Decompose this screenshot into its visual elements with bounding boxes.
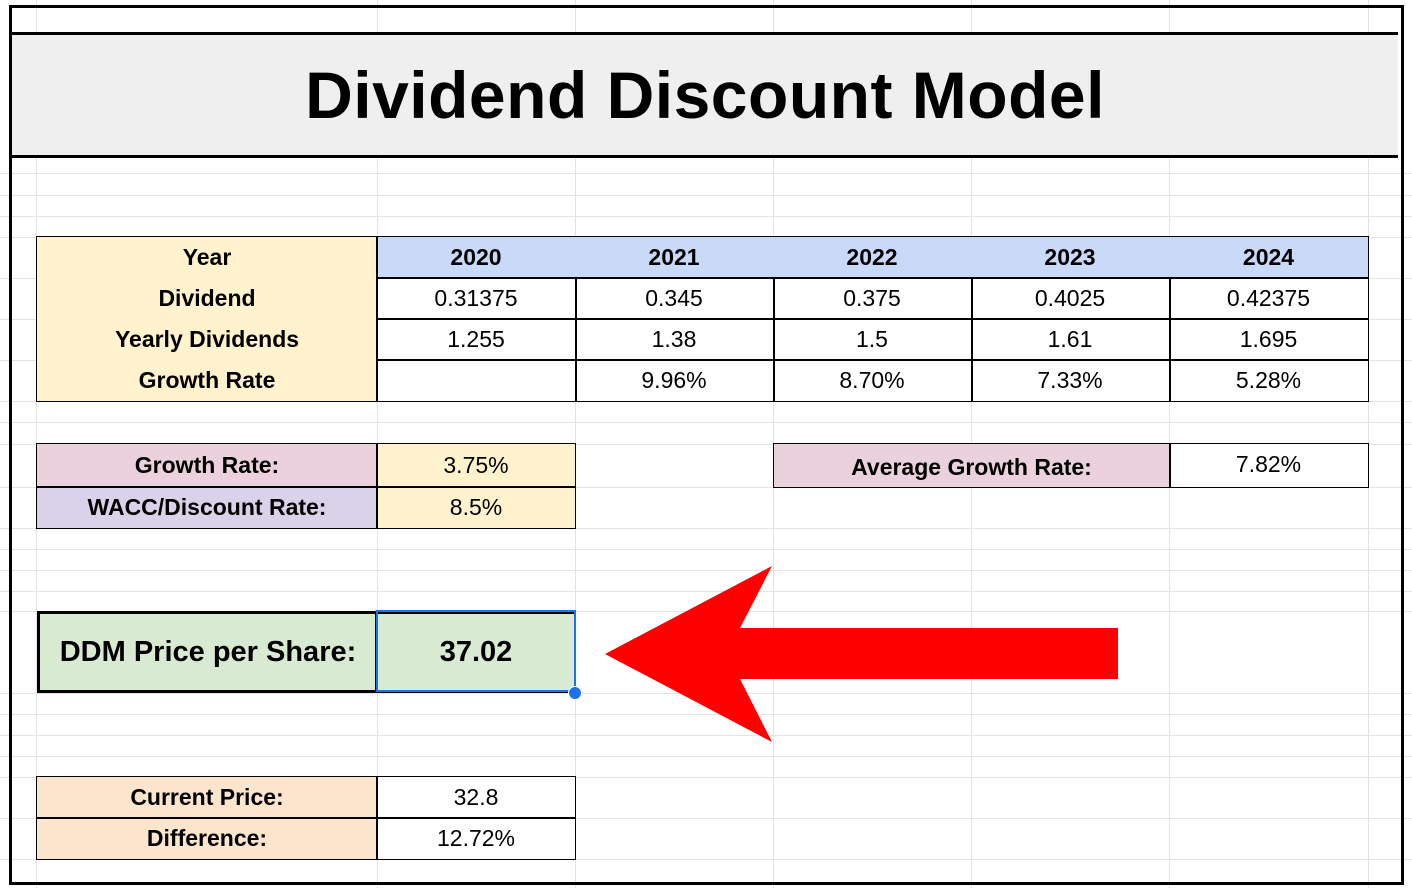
dividend-cell[interactable]: 0.4025 <box>971 278 1169 319</box>
growth-rate-input[interactable]: 3.75% <box>377 444 575 487</box>
gridline <box>0 714 1412 715</box>
gridline <box>0 444 1412 445</box>
yearly-dividends-cell[interactable]: 1.695 <box>1169 319 1368 360</box>
dividend-cell[interactable]: 0.345 <box>575 278 773 319</box>
dividend-cell[interactable]: 0.42375 <box>1169 278 1368 319</box>
gridline <box>0 528 1412 529</box>
yearly-dividends-cell[interactable]: 1.61 <box>971 319 1169 360</box>
year-2022-cell[interactable]: 2022 <box>773 237 971 278</box>
growth-rate-cell[interactable]: 9.96% <box>575 360 773 401</box>
average-growth-label[interactable]: Average Growth Rate: <box>774 444 1169 487</box>
year-2024-cell[interactable]: 2024 <box>1169 237 1368 278</box>
growth-rate-cell[interactable] <box>377 360 575 401</box>
title-banner[interactable]: Dividend Discount Model <box>12 32 1398 158</box>
current-price-label[interactable]: Current Price: <box>37 777 377 818</box>
table-divider <box>1169 443 1171 488</box>
table-divider <box>1169 278 1171 401</box>
row-label-yearly-dividends[interactable]: Yearly Dividends <box>37 319 377 360</box>
ddm-price-label[interactable]: DDM Price per Share: <box>37 611 376 693</box>
current-price-value[interactable]: 32.8 <box>377 777 575 818</box>
gridline <box>0 570 1412 571</box>
gridline <box>0 591 1412 592</box>
table-divider <box>773 278 775 401</box>
year-2020-cell[interactable]: 2020 <box>377 237 575 278</box>
difference-label[interactable]: Difference: <box>37 818 377 859</box>
difference-value[interactable]: 12.72% <box>377 818 575 859</box>
yearly-dividends-cell[interactable]: 1.38 <box>575 319 773 360</box>
page-title: Dividend Discount Model <box>305 58 1105 132</box>
gridline <box>0 549 1412 550</box>
row-label-dividend[interactable]: Dividend <box>37 278 377 319</box>
table-divider <box>575 278 577 401</box>
selected-cell-outline <box>376 610 576 692</box>
ddm-price-value[interactable]: 37.02 <box>376 611 576 693</box>
gridline <box>0 777 1412 778</box>
gridline <box>0 756 1412 757</box>
wacc-input[interactable]: 8.5% <box>377 487 575 528</box>
average-growth-value[interactable]: 7.82% <box>1169 444 1368 487</box>
table-divider <box>376 236 378 402</box>
gridline <box>0 859 1412 860</box>
table-divider <box>377 277 1369 279</box>
growth-rate-cell[interactable]: 8.70% <box>773 360 971 401</box>
growth-rate-cell[interactable]: 5.28% <box>1169 360 1368 401</box>
table-divider <box>377 359 1369 361</box>
gridline <box>0 173 1412 174</box>
gridline <box>0 487 1412 488</box>
year-2023-cell[interactable]: 2023 <box>971 237 1169 278</box>
yearly-dividends-cell[interactable]: 1.5 <box>773 319 971 360</box>
gridline <box>0 735 1412 736</box>
wacc-label[interactable]: WACC/Discount Rate: <box>37 487 377 528</box>
growth-rate-label[interactable]: Growth Rate: <box>37 444 377 487</box>
gridline <box>0 195 1412 196</box>
year-2021-cell[interactable]: 2021 <box>575 237 773 278</box>
row-label-year[interactable]: Year <box>37 237 377 278</box>
row-label-growth-rate[interactable]: Growth Rate <box>37 360 377 401</box>
gridline <box>0 422 1412 423</box>
yearly-dividends-cell[interactable]: 1.255 <box>377 319 575 360</box>
growth-rate-cell[interactable]: 7.33% <box>971 360 1169 401</box>
table-divider <box>377 318 1369 320</box>
dividend-cell[interactable]: 0.375 <box>773 278 971 319</box>
gridline <box>0 818 1412 819</box>
dividend-cell[interactable]: 0.31375 <box>377 278 575 319</box>
gridline <box>0 216 1412 217</box>
table-divider <box>36 817 576 819</box>
fill-handle[interactable] <box>568 686 582 700</box>
table-divider <box>971 278 973 401</box>
table-divider <box>36 486 576 488</box>
